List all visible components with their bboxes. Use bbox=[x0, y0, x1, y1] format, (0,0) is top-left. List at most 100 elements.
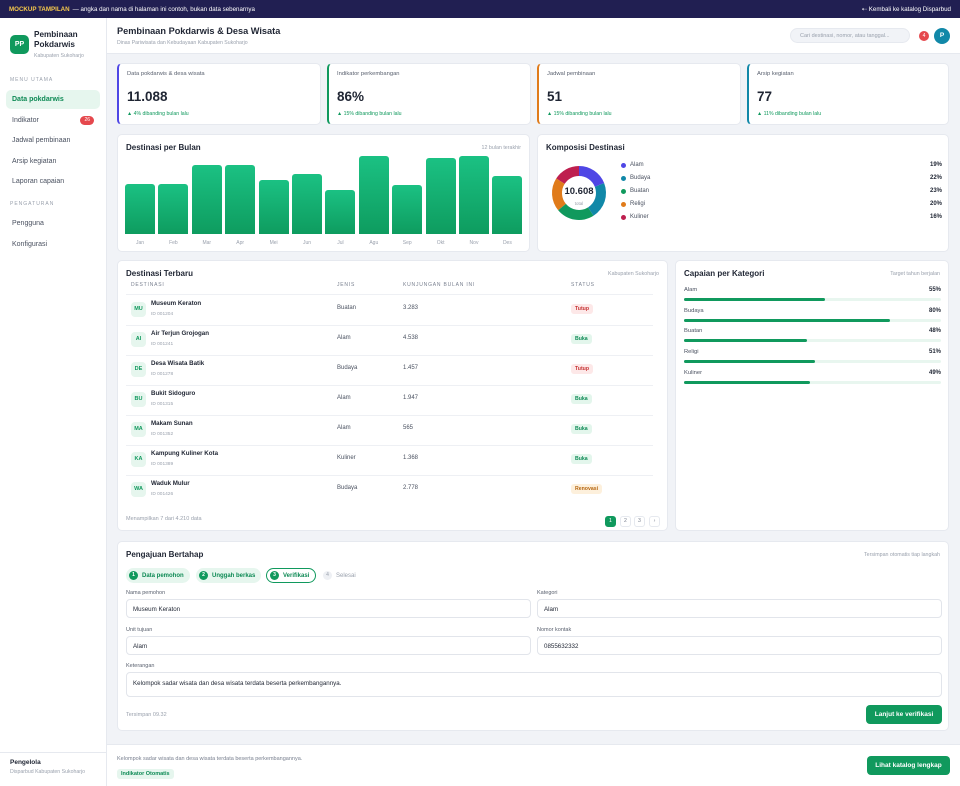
back-to-catalog-link[interactable]: ⇠ Kembali ke katalog Disparbud bbox=[861, 5, 951, 13]
step-unggah-berkas[interactable]: 2 Unggah berkas bbox=[196, 568, 262, 583]
sidebar-item-label: Konfigurasi bbox=[12, 241, 48, 248]
chart-title: Destinasi per Bulan bbox=[126, 143, 201, 152]
table-row[interactable]: MU Museum Keraton ID 001204 Buatan 3.283 Tutu… bbox=[126, 295, 669, 325]
mockup-tag: MOCKUP TAMPILAN bbox=[9, 5, 70, 13]
legend-value: 16% bbox=[929, 214, 942, 220]
search-input[interactable]: Cari destinasi, nomor, atau tanggal... bbox=[790, 28, 910, 43]
kpi-card-indikator[interactable]: Indikator perkembangan 86% ▲ 15% dibandi… bbox=[327, 63, 531, 125]
table-row[interactable]: KA Kampung Kuliner Kota ID 001389 Kuliner 1.… bbox=[126, 445, 669, 475]
unit-tujuan-field[interactable]: Alam bbox=[126, 636, 531, 655]
legend-value: 22% bbox=[929, 175, 942, 181]
notification-badge[interactable]: 4 bbox=[919, 31, 929, 41]
visit-count: 2.778 bbox=[403, 485, 419, 491]
page-header: Pembinaan Pokdarwis & Desa Wisata Dinas … bbox=[107, 18, 960, 54]
progress-label: Alam bbox=[684, 287, 698, 293]
divider bbox=[126, 445, 653, 446]
status-badge: Buka bbox=[571, 394, 592, 404]
legend-swatch bbox=[621, 176, 626, 181]
progress-track bbox=[684, 318, 941, 322]
kpi-title: Data pokdarwis & desa wisata bbox=[127, 71, 205, 77]
step-selesai[interactable]: 4 Selesai bbox=[320, 568, 362, 583]
page-button-3[interactable]: 3 bbox=[634, 516, 645, 527]
destination-name: Museum Keraton bbox=[151, 300, 202, 307]
bar-apr bbox=[225, 165, 256, 234]
visit-count: 1.368 bbox=[403, 455, 419, 461]
progress-fill bbox=[684, 318, 890, 322]
destination-id: ID 001389 bbox=[151, 462, 174, 467]
kpi-title: Arsip kegiatan bbox=[757, 71, 794, 77]
step-number: 1 bbox=[129, 571, 138, 580]
step-data-pemohon[interactable]: 1 Data pemohon bbox=[126, 568, 190, 583]
sidebar-item-pengguna[interactable]: Pengguna bbox=[6, 214, 100, 233]
kategori-label: Kategori bbox=[537, 590, 558, 596]
progress-religi: Religi 51% bbox=[684, 349, 941, 369]
destination-name: Waduk Mulur bbox=[151, 480, 190, 487]
page-button-1[interactable]: 1 bbox=[605, 516, 616, 527]
destination-name: Desa Wisata Batik bbox=[151, 360, 205, 367]
nomor-kontak-field[interactable]: 0855632332 bbox=[537, 636, 942, 655]
table-row[interactable]: DE Desa Wisata Batik ID 001278 Budaya 1.457 T… bbox=[126, 355, 669, 385]
sidebar-item-label: Arsip kegiatan bbox=[12, 157, 57, 165]
logo: PP bbox=[10, 35, 29, 54]
status-badge: Buka bbox=[571, 424, 592, 434]
progress-alam: Alam 55% bbox=[684, 287, 941, 307]
tick-label: Feb bbox=[169, 240, 178, 246]
donut-slice-buatan bbox=[558, 203, 594, 220]
kpi-delta: ▲ 15% dibanding bulan lalu bbox=[547, 111, 612, 117]
kpi-card-pokdarwis[interactable]: Data pokdarwis & desa wisata 11.088 ▲ 4%… bbox=[117, 63, 321, 125]
destination-id: ID 001278 bbox=[151, 372, 174, 377]
donut-chart-card: Komposisi Destinasi 10.608 total Alam 19%… bbox=[537, 134, 949, 252]
table-title: Destinasi Terbaru bbox=[126, 269, 193, 278]
kpi-card-arsip[interactable]: Arsip kegiatan 77 ▲ 11% dibanding bulan … bbox=[747, 63, 949, 125]
achievement-card: Capaian per Kategori Target tahun berjal… bbox=[675, 260, 949, 531]
divider bbox=[126, 385, 653, 386]
sidebar-item-data-pokdarwis[interactable]: Data pokdarwis bbox=[6, 90, 100, 109]
progress-label: Buatan bbox=[684, 328, 703, 335]
kpi-card-jadwal[interactable]: Jadwal pembinaan 51 ▲ 15% dibanding bula… bbox=[537, 63, 741, 125]
page-button-2[interactable]: 2 bbox=[620, 516, 631, 527]
kategori-field[interactable]: Alam bbox=[537, 599, 942, 618]
next-page-button[interactable]: › bbox=[649, 516, 660, 527]
legend-swatch bbox=[621, 189, 626, 194]
sidebar-item-konfigurasi[interactable]: Konfigurasi bbox=[6, 235, 100, 254]
continue-verification-button[interactable]: Lanjut ke verifikasi bbox=[866, 705, 942, 724]
sidebar-item-jadwal[interactable]: Jadwal pembinaan bbox=[6, 131, 100, 150]
bar-jun bbox=[292, 173, 322, 234]
table-row[interactable]: MA Makam Sunan ID 001352 Alam 565 Buka bbox=[126, 415, 669, 445]
visit-count: 1.947 bbox=[403, 395, 419, 401]
step-verifikasi[interactable]: 3 Verifikasi bbox=[266, 568, 317, 583]
legend-label: Budaya bbox=[630, 175, 651, 181]
bar-mar bbox=[191, 164, 222, 234]
sidebar-item-arsip[interactable]: Arsip kegiatan bbox=[6, 152, 100, 171]
legend-item-kuliner: Kuliner 16% bbox=[621, 213, 942, 223]
step-number: 4 bbox=[323, 571, 332, 580]
mockup-banner: MOCKUP TAMPILAN — angka dan nama di hala… bbox=[0, 0, 960, 18]
view-catalog-button[interactable]: Lihat katalog lengkap bbox=[867, 756, 950, 775]
table-row[interactable]: WA Waduk Mulur ID 001426 Budaya 2.778 Renovas… bbox=[126, 475, 669, 505]
tick-label: Nov bbox=[469, 240, 479, 246]
nama-pemohon-field[interactable]: Museum Keraton bbox=[126, 599, 531, 618]
progress-fill bbox=[684, 380, 810, 384]
user-name: Pengelola bbox=[10, 759, 41, 766]
sidebar-item-label: Pengguna bbox=[12, 220, 44, 227]
destination-id: ID 001352 bbox=[151, 432, 174, 437]
keterangan-label: Keterangan bbox=[126, 663, 155, 669]
kpi-title: Indikator perkembangan bbox=[337, 71, 400, 77]
sidebar-item-label: Laporan capaian bbox=[12, 178, 65, 185]
form-subtitle: Tersimpan otomatis tiap langkah bbox=[864, 552, 940, 558]
sidebar-item-indikator[interactable]: Indikator 26 bbox=[6, 111, 100, 130]
destination-type: Kuliner bbox=[337, 455, 356, 461]
sidebar-item-label: Jadwal pembinaan bbox=[12, 137, 71, 144]
table-row[interactable]: AI Air Terjun Grojogan ID 001241 Alam 4.538 B… bbox=[126, 325, 669, 355]
row-initials: KA bbox=[131, 452, 146, 467]
sidebar-item-laporan[interactable]: Laporan capaian bbox=[6, 172, 100, 191]
table-row[interactable]: BU Bukit Sidoguro ID 001315 Alam 1.947 Buka bbox=[126, 385, 669, 415]
legend-label: Kuliner bbox=[630, 214, 649, 220]
step-label: Selesai bbox=[336, 572, 356, 579]
legend-value: 23% bbox=[929, 188, 942, 194]
divider bbox=[126, 475, 653, 476]
divider bbox=[126, 325, 653, 326]
avatar[interactable]: P bbox=[934, 28, 950, 44]
table-footer-text: Menampilkan 7 dari 4.210 data bbox=[126, 516, 202, 522]
keterangan-field[interactable]: Kelompok sadar wisata dan desa wisata te… bbox=[126, 672, 942, 697]
